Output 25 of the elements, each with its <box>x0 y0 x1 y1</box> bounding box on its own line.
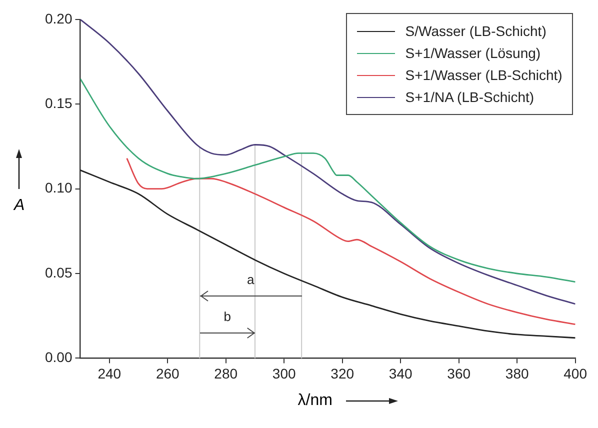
y-axis-title: A <box>14 196 25 215</box>
legend-label: S+1/NA (LB-Schicht) <box>405 88 534 108</box>
y-tick-label: 0.15 <box>45 94 72 111</box>
line-series <box>80 169 576 339</box>
annotation: b <box>222 308 232 324</box>
legend-label: S/Wasser (LB-Schicht) <box>405 22 546 42</box>
x-tick-label: 320 <box>330 365 354 382</box>
x-tick-label: 280 <box>214 365 238 382</box>
x-tick-label: 400 <box>564 365 588 382</box>
y-tick-label: 0.20 <box>45 10 72 26</box>
x-tick-label: 360 <box>447 365 471 382</box>
x-tick-label: 380 <box>505 365 529 382</box>
y-tick-label: 0.00 <box>45 349 72 366</box>
legend-label: S+1/Wasser (Lösung) <box>405 44 541 64</box>
x-axis-title: λ/nm <box>298 392 332 410</box>
line-series <box>126 158 576 326</box>
annotation: a <box>246 272 256 287</box>
legend-label: S+1/Wasser (LB-Schicht) <box>405 66 562 86</box>
line-series <box>80 19 576 305</box>
x-tick-label: 260 <box>156 365 180 382</box>
y-tick-label: 0.10 <box>45 180 72 196</box>
y-tick-label: 0.05 <box>45 264 72 280</box>
x-tick-label: 300 <box>272 365 296 382</box>
x-tick-label: 240 <box>98 365 122 382</box>
x-tick-label: 340 <box>388 365 412 382</box>
